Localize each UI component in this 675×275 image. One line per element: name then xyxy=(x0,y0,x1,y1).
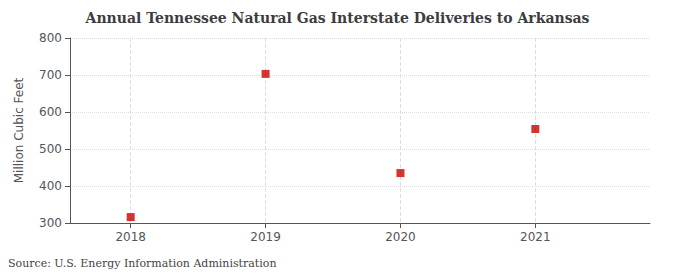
svg-text:500: 500 xyxy=(39,142,62,156)
svg-text:Source: U.S. Energy Informatio: Source: U.S. Energy Information Administ… xyxy=(8,257,276,270)
svg-text:800: 800 xyxy=(39,31,62,45)
svg-text:2020: 2020 xyxy=(385,230,416,244)
svg-text:Annual Tennessee Natural Gas I: Annual Tennessee Natural Gas Interstate … xyxy=(85,10,590,26)
svg-text:2019: 2019 xyxy=(250,230,281,244)
svg-text:Million Cubic Feet: Million Cubic Feet xyxy=(12,77,26,183)
svg-text:600: 600 xyxy=(39,105,62,119)
svg-text:2018: 2018 xyxy=(115,230,146,244)
svg-text:2021: 2021 xyxy=(520,230,551,244)
svg-text:300: 300 xyxy=(39,216,62,230)
svg-text:400: 400 xyxy=(39,179,62,193)
svg-text:700: 700 xyxy=(39,68,62,82)
